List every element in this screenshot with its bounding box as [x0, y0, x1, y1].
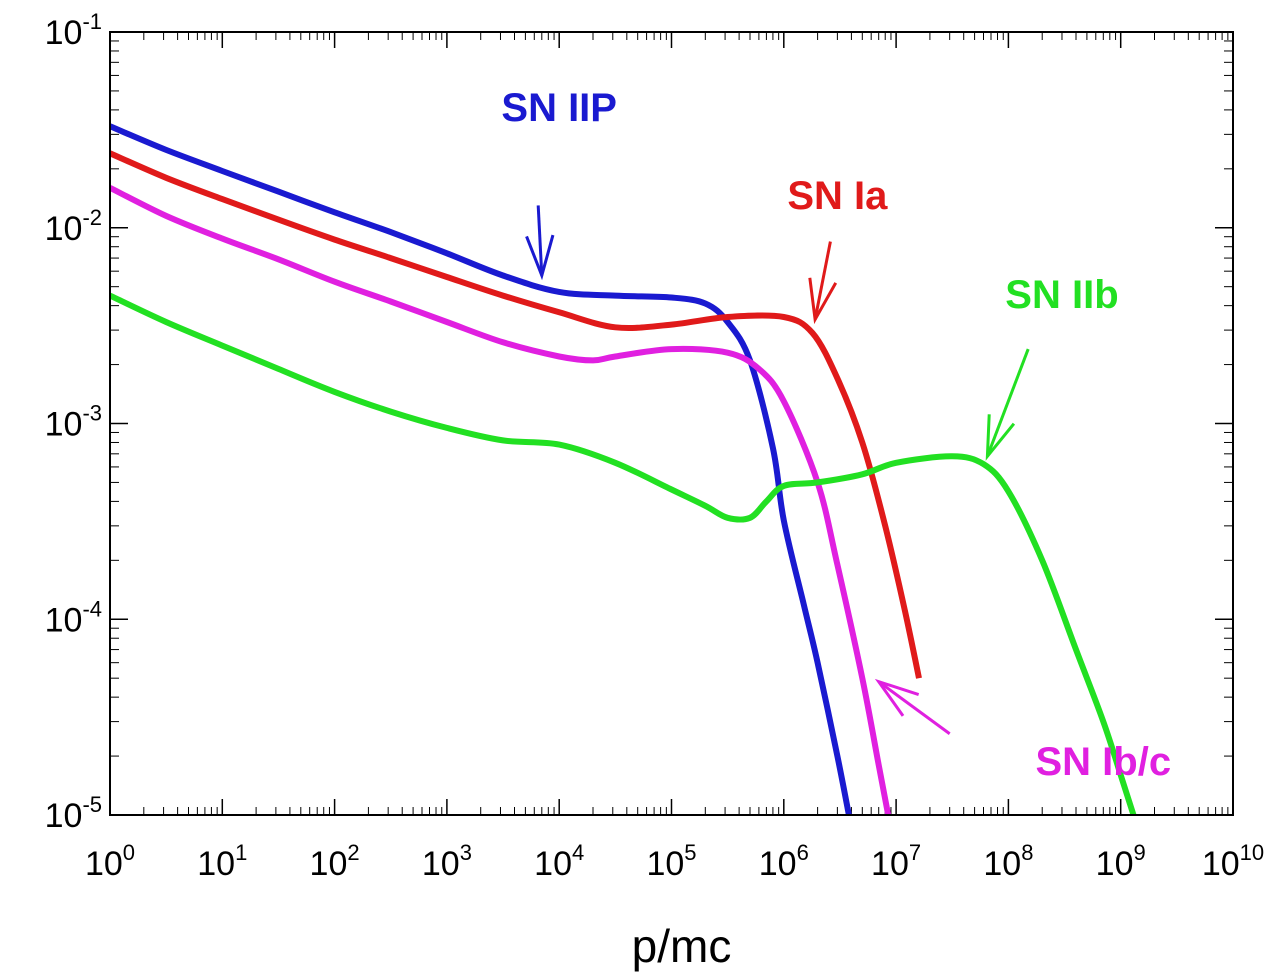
x-tick-label: 102: [310, 840, 360, 883]
x-tick-label: 101: [197, 840, 247, 883]
arrowhead-sn-ib-c: [874, 678, 920, 717]
x-tick-label: 1010: [1202, 840, 1264, 883]
label-sn-ia: SN Ia: [787, 174, 888, 218]
arrow-sn-ib-c: [877, 680, 951, 735]
y-tick-label: 10-4: [45, 596, 102, 639]
x-tick-label: 106: [759, 840, 809, 883]
series-line-sn-ib-c: [110, 185, 892, 815]
series-line-sn-iip: [110, 123, 852, 815]
y-tick-label: 10-5: [45, 792, 102, 835]
arrowhead-sn-ia: [808, 277, 838, 325]
tick-labels: 100 101 102 103 104 105 106 107 108 109 1010 10-1 10…: [45, 9, 1265, 883]
series-line-sn-ia: [110, 150, 922, 679]
x-tick-label: 108: [983, 840, 1033, 883]
y-tick-label: 10-1: [45, 9, 102, 52]
axis-ticks: [109, 31, 1234, 816]
arrow-sn-ia: [813, 241, 832, 320]
label-sn-ib-c: SN Ib/c: [1036, 740, 1172, 784]
x-axis-title: p/mc: [632, 920, 732, 972]
x-tick-label: 103: [422, 840, 472, 883]
series-lines: [110, 123, 1137, 815]
x-tick-label: 100: [85, 840, 135, 883]
series-annotations: SN IIP SN Ia SN IIb SN Ib/c: [501, 86, 1171, 784]
arrowhead-sn-iip: [525, 234, 555, 281]
plot-frame: [109, 31, 1234, 816]
arrowhead-sn-iib: [985, 414, 1016, 461]
x-tick-label: 104: [534, 840, 584, 883]
x-tick-label: 105: [646, 840, 696, 883]
arrow-sn-iip: [536, 205, 544, 276]
x-tick-label: 107: [871, 840, 921, 883]
x-tick-label: 109: [1096, 840, 1146, 883]
y-tick-label: 10-3: [45, 401, 102, 444]
arrow-sn-iib: [985, 348, 1030, 457]
label-sn-iip: SN IIP: [501, 86, 617, 130]
y-tick-label: 10-2: [45, 205, 102, 248]
series-line-sn-iib: [110, 292, 1137, 815]
label-sn-iib: SN IIb: [1005, 273, 1118, 317]
